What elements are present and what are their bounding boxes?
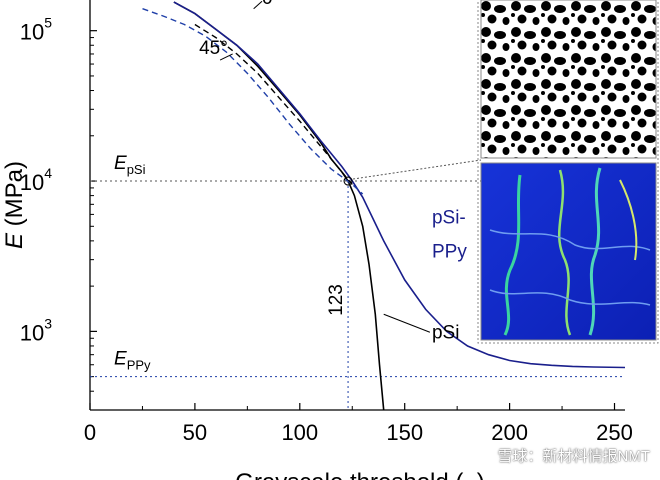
inset-strain-branch	[619, 179, 638, 261]
inset-layer	[477, 0, 659, 344]
inset-strain-branch	[557, 169, 572, 336]
leader-line	[219, 53, 233, 61]
y-axis-label-symbol: E	[1, 232, 28, 249]
ref-label-psi: EpSi	[114, 153, 146, 177]
y-tick-label: 103	[20, 315, 52, 345]
inset-connector	[352, 159, 482, 180]
annotation-45: 45°	[199, 38, 228, 59]
x-tick-label: 50	[183, 420, 207, 445]
annotation-psi: pSi	[432, 322, 459, 343]
y-tick-exponent: 4	[44, 165, 52, 181]
annotation-0: 0°	[262, 0, 280, 9]
labels-layer: 45° 0° pSi- PPy pSi	[199, 0, 467, 343]
x-tick-label: 200	[491, 420, 528, 445]
ref-label-subscript: pSi	[127, 162, 146, 177]
ref-label-subscript: PPy	[127, 358, 151, 373]
x-tick-label: 0	[84, 420, 96, 445]
ref-label-symbol: E	[114, 153, 127, 174]
y-tick-label: 105	[20, 15, 52, 45]
x-axis-label: Grayscale threshold (–)	[235, 469, 484, 480]
y-tick-exponent: 3	[44, 315, 52, 331]
leader-line	[253, 0, 263, 10]
inset-strain-branch	[489, 229, 651, 251]
y-axis-label-unit: (MPa)	[1, 161, 28, 233]
series-line-psi	[173, 1, 385, 411]
ref-label-ppy: EPPy	[114, 349, 151, 373]
inset-border	[477, 0, 659, 344]
leader-line	[383, 313, 431, 333]
inset-binary-image	[480, 0, 657, 159]
inset-strain-branch	[503, 174, 522, 336]
ref-label-symbol: E	[114, 349, 127, 370]
y-tick-exponent: 5	[44, 15, 52, 31]
watermark: 雪球：新材料情报NMT	[497, 448, 651, 465]
series-line-psi-ppy	[173, 1, 626, 369]
y-axis-label: E (MPa)	[1, 161, 28, 249]
annotation-psi: pSi-	[432, 208, 466, 229]
crossover-marker	[343, 176, 353, 186]
series-line-0	[194, 23, 353, 185]
x-tick-label: 250	[596, 420, 633, 445]
ref-label-x: 123	[326, 284, 347, 316]
x-tick-label: 100	[281, 420, 318, 445]
series-layer	[142, 1, 626, 411]
inset-strain-branch	[489, 289, 651, 306]
annotation-ppy: PPy	[432, 242, 467, 263]
inset-strain-branch	[588, 167, 602, 336]
x-tick-label: 150	[386, 420, 423, 445]
series-line-45	[142, 8, 364, 195]
inset-strain-map	[480, 162, 657, 341]
